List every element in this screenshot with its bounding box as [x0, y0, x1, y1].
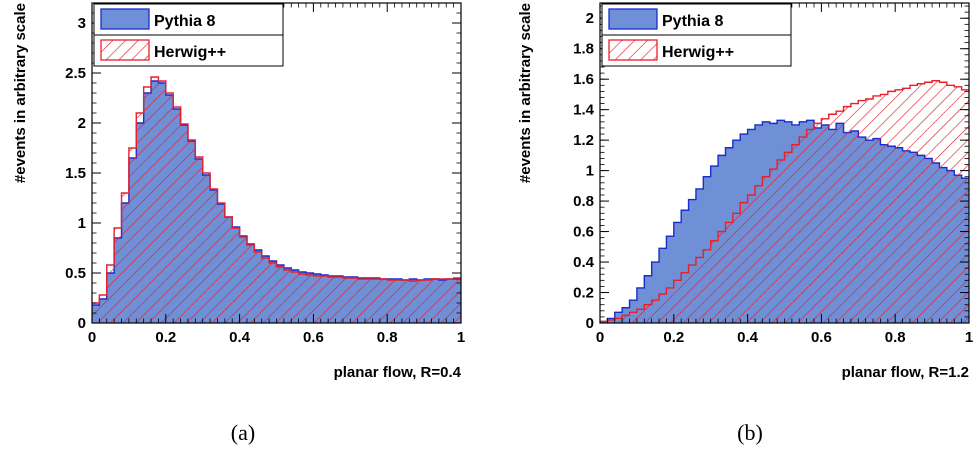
- x-tick-label: 0.2: [155, 329, 176, 346]
- panel-caption: (a): [231, 420, 255, 445]
- x-tick-label: 0: [88, 329, 96, 346]
- bar-pythia-bin-12: [688, 199, 697, 323]
- y-tick-label: 0.5: [65, 265, 86, 282]
- y-tick-label: 0.2: [573, 285, 594, 302]
- y-tick-label: 1.4: [573, 102, 595, 119]
- bar-pythia-bin-4: [629, 300, 638, 323]
- y-tick-label: 2: [586, 10, 594, 27]
- x-tick-label: 0.8: [885, 329, 906, 346]
- bar-pythia-bin-11: [681, 210, 689, 323]
- panel-caption: (b): [737, 420, 763, 445]
- bar-pythia-bin-8: [659, 248, 667, 323]
- outline-herwig: [600, 80, 969, 323]
- x-tick-label: 0.8: [377, 329, 398, 346]
- y-tick-label: 1: [586, 163, 594, 180]
- series-herwig: [600, 80, 969, 323]
- x-tick-label: 0.4: [229, 329, 251, 346]
- x-tick-label: 0: [596, 329, 604, 346]
- y-tick-label: 0: [586, 315, 594, 332]
- y-tick-label: 1.8: [573, 41, 594, 58]
- legend: Pythia 8 Herwig++: [601, 3, 792, 67]
- chart-panel-a: 0 0.2 0.4 0.6 0.8 1 0 0.5 1 1.5 2 2.5 3 planar flow, …: [12, 2, 465, 445]
- bar-pythia-bin-5: [636, 287, 645, 323]
- legend: Pythia 8 Herwig++: [93, 3, 284, 67]
- legend-label-herwig: Herwig++: [154, 44, 226, 61]
- x-tick-label: 0.6: [303, 329, 324, 346]
- legend-label-pythia: Pythia 8: [154, 13, 215, 30]
- series-herwig: [92, 76, 461, 323]
- y-tick-label: 1.2: [573, 132, 594, 149]
- y-tick-label: 0.6: [573, 224, 594, 241]
- y-axis-title: #events in arbitrary scale: [12, 3, 29, 183]
- y-tick-label: 2.5: [65, 65, 86, 82]
- bar-pythia-bin-10: [673, 222, 682, 323]
- bar-pythia-bin-2: [614, 312, 623, 323]
- y-axis: 0 0.2 0.4 0.6 0.8 1 1.2 1.4 1.6 1.8 2: [573, 5, 969, 332]
- x-axis-title: planar flow, R=1.2: [842, 364, 969, 381]
- y-tick-label: 0.4: [573, 254, 595, 271]
- x-axis-title: planar flow, R=0.4: [334, 364, 462, 381]
- y-axis: 0 0.5 1 1.5 2 2.5 3: [65, 2, 461, 332]
- hatch-fill-herwig: [600, 80, 969, 323]
- y-tick-label: 0.8: [573, 193, 594, 210]
- y-tick-label: 1.5: [65, 165, 86, 182]
- outline-herwig: [92, 76, 461, 304]
- legend-swatch-pythia: [608, 8, 658, 30]
- bar-pythia-bin-6: [644, 275, 653, 323]
- x-tick-label: 0.6: [811, 329, 832, 346]
- x-tick-label: 0.4: [737, 329, 759, 346]
- x-tick-label: 1: [457, 329, 465, 346]
- y-tick-label: 1.6: [573, 71, 594, 88]
- bar-pythia-bin-13: [695, 188, 704, 323]
- legend-label-herwig: Herwig++: [662, 44, 734, 61]
- x-axis: 0 0.2 0.4 0.6 0.8 1: [88, 3, 465, 346]
- bar-pythia-bin-7: [651, 262, 660, 323]
- x-tick-label: 0.2: [663, 329, 684, 346]
- y-tick-label: 1: [78, 215, 86, 232]
- hatch-fill-herwig: [92, 77, 461, 323]
- legend-swatch-herwig: [100, 39, 150, 61]
- y-tick-label: 3: [78, 15, 86, 32]
- legend-label-pythia: Pythia 8: [662, 13, 723, 30]
- legend-swatch-herwig: [608, 39, 658, 61]
- y-axis-title: #events in arbitrary scale: [517, 3, 534, 183]
- y-tick-label: 2: [78, 115, 86, 132]
- y-tick-label: 0: [78, 315, 86, 332]
- x-tick-label: 1: [965, 329, 973, 346]
- chart-panel-b: 0 0.2 0.4 0.6 0.8 1 0 0.2 0.4 0.6 0.8 1 1.2 1.4 1.6 1.8…: [517, 2, 973, 445]
- bar-pythia-bin-9: [666, 236, 675, 323]
- legend-swatch-pythia: [100, 8, 150, 30]
